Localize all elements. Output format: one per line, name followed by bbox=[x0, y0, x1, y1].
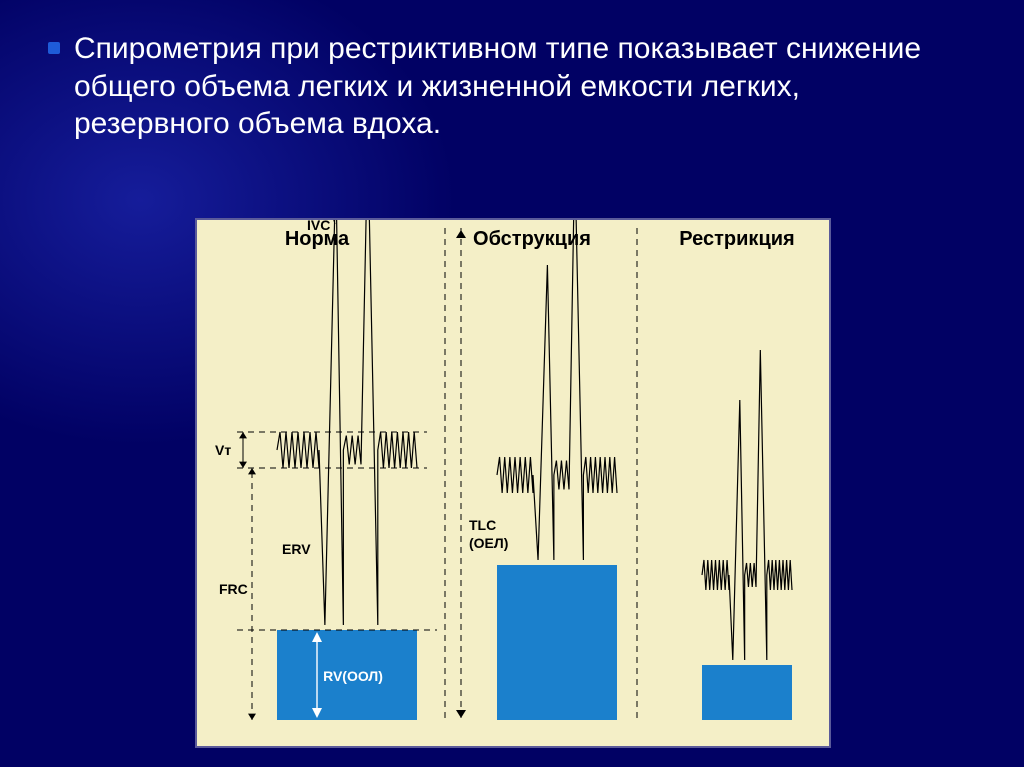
diagram-svg: НормаОбструкцияРестрикцияVтERVFRCIVCEVCR… bbox=[197, 220, 829, 746]
svg-text:RV(ООЛ): RV(ООЛ) bbox=[323, 668, 383, 684]
svg-text:Vт: Vт bbox=[215, 442, 231, 458]
svg-text:ERV: ERV bbox=[282, 541, 311, 557]
svg-text:TLC: TLC bbox=[469, 517, 496, 533]
slide-title: Спирометрия при рестриктивном типе показ… bbox=[74, 30, 954, 143]
svg-text:IVC: IVC bbox=[307, 220, 330, 233]
svg-text:Рестрикция: Рестрикция bbox=[679, 228, 794, 250]
spirometry-diagram: НормаОбструкцияРестрикцияVтERVFRCIVCEVCR… bbox=[195, 218, 831, 748]
bullet-square bbox=[48, 42, 60, 54]
svg-text:(ОЕЛ): (ОЕЛ) bbox=[469, 535, 508, 551]
svg-text:FRC: FRC bbox=[219, 581, 248, 597]
